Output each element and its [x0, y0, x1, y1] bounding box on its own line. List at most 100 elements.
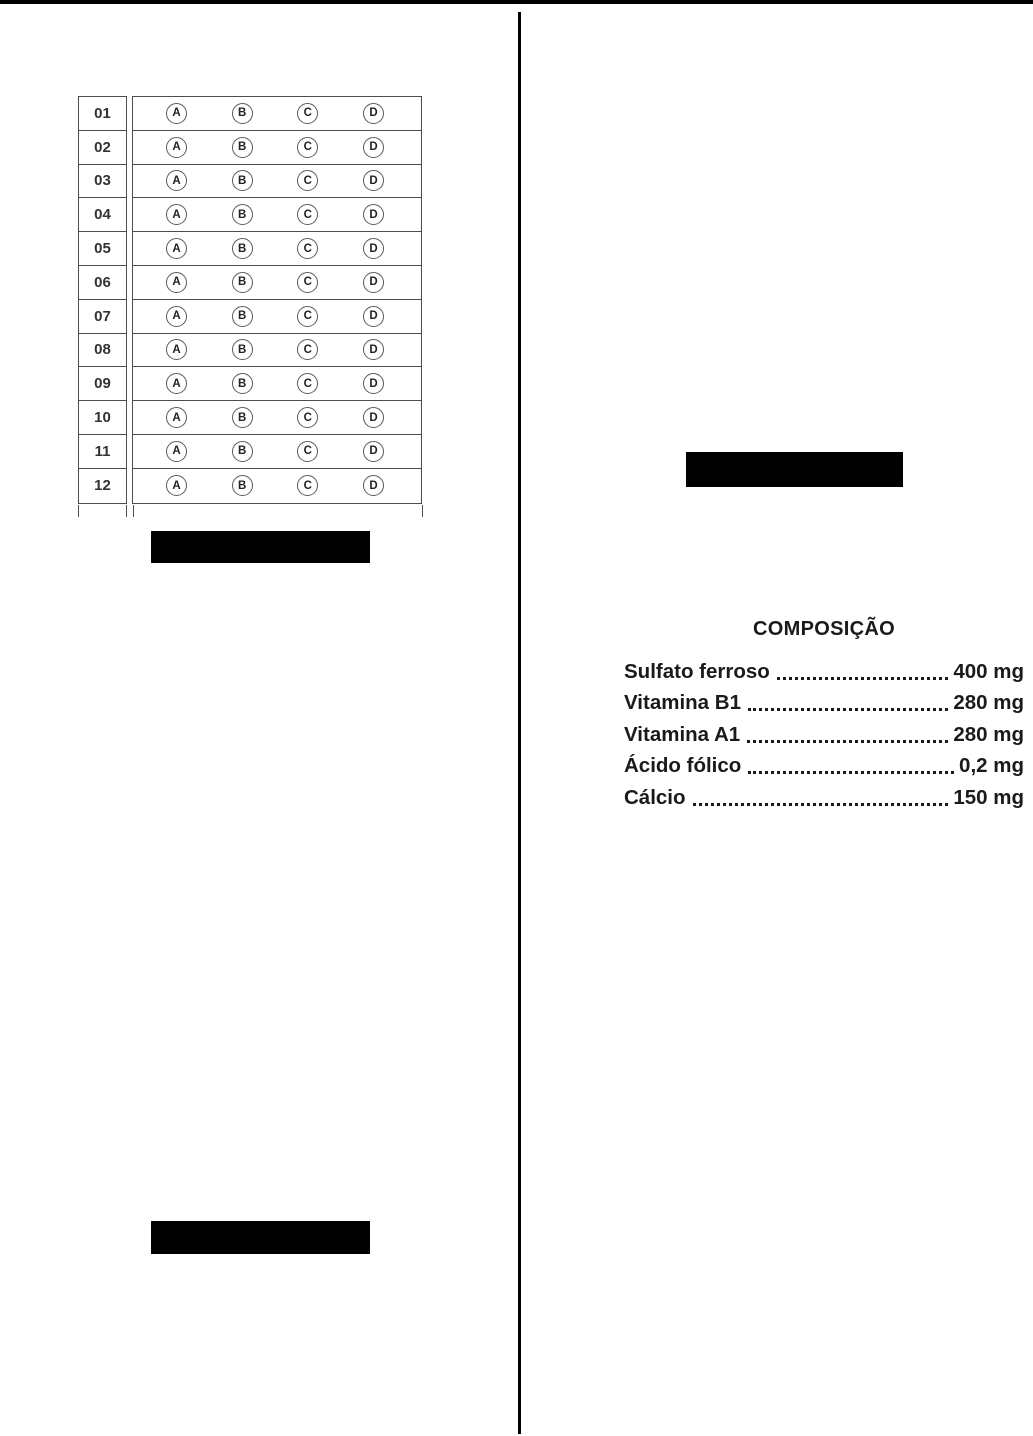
- composition-block: COMPOSIÇÃO Sulfato ferroso 400 mg Vitami…: [624, 618, 1024, 810]
- bubble-d: D: [362, 102, 384, 124]
- column-divider-line: [518, 12, 521, 1434]
- bubble-b: B: [231, 170, 253, 192]
- bubble-b: B: [231, 305, 253, 327]
- bubble-a: A: [166, 305, 187, 327]
- question-number: 08: [79, 334, 126, 368]
- answer-sheet-grid: 01 02 03 04 05 06 07 08 09 10 11 12 A B …: [78, 96, 422, 504]
- answer-row: A B C D: [133, 401, 421, 435]
- bubble-d: D: [362, 170, 384, 192]
- composition-item: Sulfato ferroso 400 mg: [624, 652, 1024, 684]
- bubble-b: B: [231, 136, 253, 158]
- question-number: 09: [79, 367, 126, 402]
- answer-row: A B C D: [133, 165, 421, 199]
- question-number: 04: [79, 198, 126, 233]
- redaction-bar: [686, 452, 903, 487]
- ingredient-amount: 150 mg: [953, 785, 1024, 809]
- answer-row: A B C D: [133, 131, 421, 165]
- answer-row: A B C D: [133, 266, 421, 300]
- bubble-d: D: [362, 238, 384, 260]
- question-number: 10: [79, 401, 126, 435]
- composition-item: Vitamina A1 280 mg: [624, 715, 1024, 747]
- ingredient-amount: 280 mg: [953, 691, 1024, 715]
- cropped-row-border-stub: [133, 505, 423, 517]
- bubble-c: C: [297, 136, 319, 158]
- question-number: 07: [79, 300, 126, 334]
- bubble-b: B: [231, 204, 253, 226]
- answer-row: A B C D: [133, 367, 421, 402]
- bubble-a: A: [166, 271, 187, 293]
- ingredient-name: Sulfato ferroso: [624, 659, 770, 683]
- bubble-d: D: [362, 305, 384, 327]
- bubble-a: A: [166, 373, 187, 395]
- bubble-a: A: [166, 136, 187, 158]
- bubble-a: A: [166, 102, 187, 124]
- question-number-column: 01 02 03 04 05 06 07 08 09 10 11 12: [78, 96, 127, 504]
- bubble-b: B: [231, 238, 253, 260]
- answer-row: A B C D: [133, 300, 421, 334]
- redaction-bar: [151, 1221, 370, 1254]
- answer-row: A B C D: [133, 232, 421, 266]
- bubble-d: D: [362, 407, 384, 429]
- bubble-d: D: [362, 339, 384, 361]
- composition-item: Ácido fólico 0,2 mg: [624, 747, 1024, 779]
- answer-row: A B C D: [133, 97, 421, 131]
- dotted-leader: [776, 676, 949, 680]
- answer-row: A B C D: [133, 435, 421, 469]
- cropped-row-border-stub: [78, 505, 127, 517]
- ingredient-name: Vitamina B1: [624, 691, 741, 715]
- dotted-leader: [747, 739, 949, 743]
- question-number: 06: [79, 266, 126, 300]
- bubble-a: A: [166, 440, 187, 462]
- bubble-c: C: [297, 407, 319, 429]
- bubble-a: A: [166, 475, 187, 497]
- bubble-c: C: [297, 271, 319, 293]
- ingredient-name: Vitamina A1: [624, 722, 741, 746]
- bubble-b: B: [231, 339, 253, 361]
- bubble-a: A: [166, 407, 187, 429]
- composition-title: COMPOSIÇÃO: [753, 618, 895, 640]
- bubble-c: C: [297, 373, 319, 395]
- answer-row: A B C D: [133, 334, 421, 368]
- dotted-leader: [747, 708, 949, 712]
- answer-row: A B C D: [133, 198, 421, 233]
- question-number: 05: [79, 232, 126, 266]
- bubble-b: B: [231, 475, 253, 497]
- dotted-leader: [748, 771, 955, 775]
- bubble-d: D: [362, 373, 384, 395]
- bubble-b: B: [231, 440, 253, 462]
- bubble-c: C: [297, 440, 319, 462]
- ingredient-name: Ácido fólico: [624, 754, 742, 778]
- bubble-c: C: [297, 339, 319, 361]
- ingredient-amount: 400 mg: [953, 659, 1024, 683]
- bubble-c: C: [297, 475, 319, 497]
- composition-item: Vitamina B1 280 mg: [624, 684, 1024, 716]
- dotted-leader: [692, 802, 949, 806]
- bubble-d: D: [362, 204, 384, 226]
- bubble-d: D: [362, 475, 384, 497]
- bubble-c: C: [297, 238, 319, 260]
- answer-row: A B C D: [133, 469, 421, 503]
- bubble-c: C: [297, 170, 319, 192]
- bubble-c: C: [297, 305, 319, 327]
- bubble-a: A: [166, 170, 187, 192]
- bubble-b: B: [231, 407, 253, 429]
- bubble-c: C: [297, 204, 319, 226]
- bubble-d: D: [362, 440, 384, 462]
- redaction-bar: [151, 531, 370, 563]
- top-horizontal-rule: [0, 0, 1033, 4]
- bubble-d: D: [362, 271, 384, 293]
- question-number: 03: [79, 165, 126, 199]
- bubble-a: A: [166, 238, 187, 260]
- question-number: 12: [94, 477, 111, 495]
- ingredient-amount: 280 mg: [953, 722, 1024, 746]
- bubble-b: B: [231, 373, 253, 395]
- composition-item: Cálcio 150 mg: [624, 778, 1024, 810]
- bubble-b: B: [231, 271, 253, 293]
- bubble-d: D: [362, 136, 384, 158]
- ingredient-amount: 0,2 mg: [959, 754, 1024, 778]
- question-number: 01: [79, 97, 126, 131]
- bubble-a: A: [166, 204, 187, 226]
- question-number: 02: [79, 131, 126, 165]
- question-number: 11: [79, 435, 126, 469]
